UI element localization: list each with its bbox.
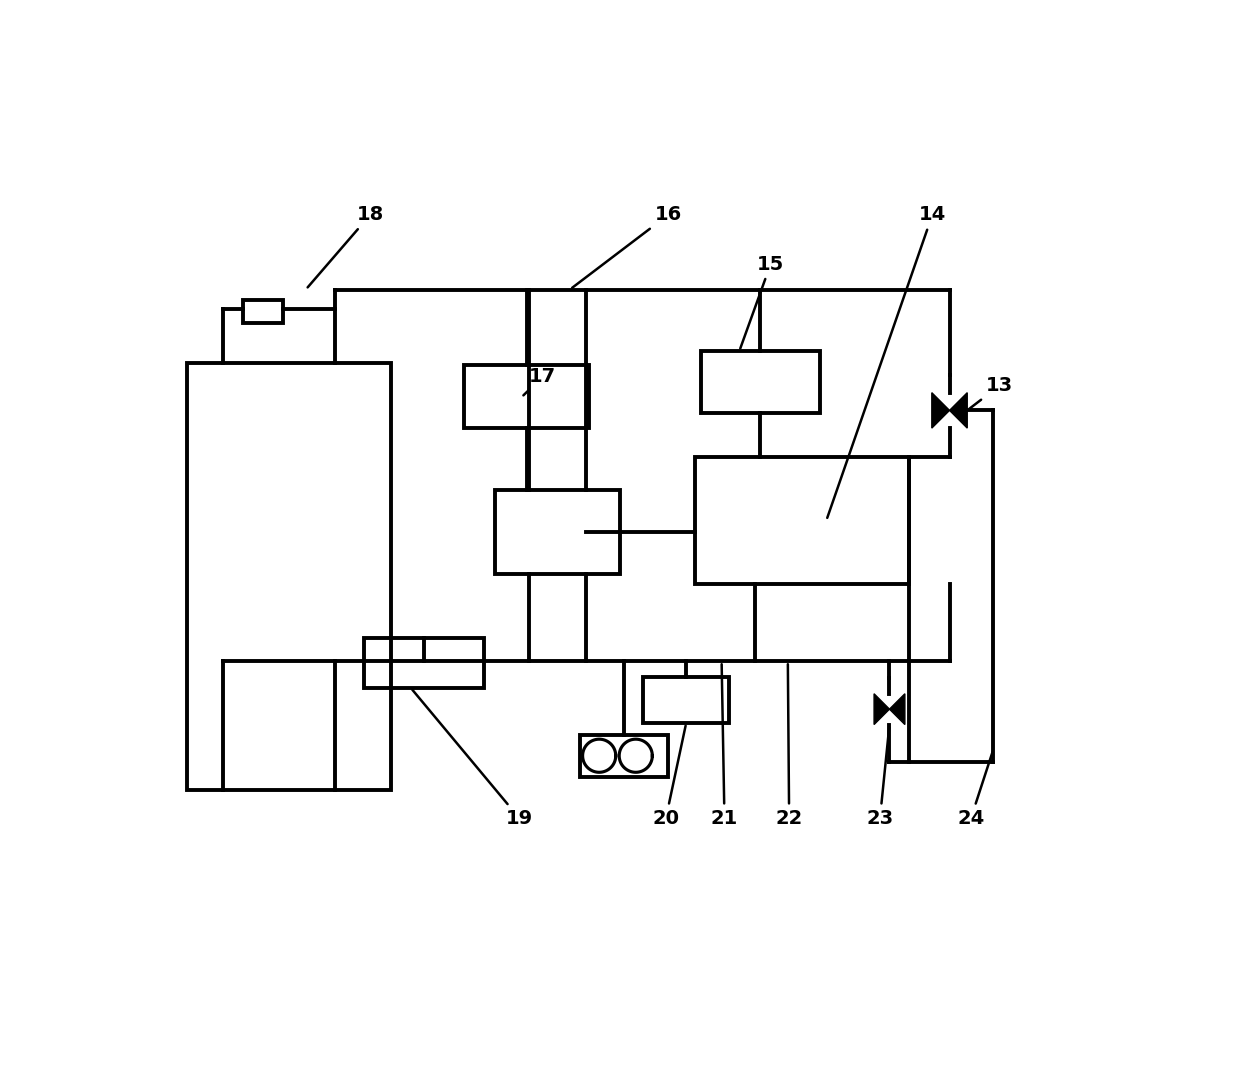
- Bar: [580, 735, 669, 776]
- Bar: [695, 457, 909, 585]
- Text: 24: 24: [958, 752, 992, 828]
- Bar: [701, 351, 820, 413]
- Bar: [187, 363, 392, 790]
- Bar: [465, 365, 590, 428]
- Text: 20: 20: [652, 725, 685, 828]
- Bar: [496, 490, 620, 574]
- Text: 19: 19: [413, 690, 533, 828]
- Bar: [364, 638, 483, 688]
- Text: 14: 14: [828, 206, 947, 518]
- Text: 13: 13: [969, 376, 1012, 409]
- Text: 22: 22: [776, 665, 803, 828]
- Polygon shape: [949, 393, 968, 428]
- Text: 16: 16: [572, 206, 681, 288]
- Bar: [643, 677, 730, 723]
- Text: 18: 18: [307, 206, 384, 288]
- Text: 17: 17: [523, 367, 556, 395]
- Polygon shape: [873, 693, 890, 724]
- Text: 15: 15: [740, 255, 784, 348]
- Text: 23: 23: [866, 727, 893, 828]
- Text: 21: 21: [711, 665, 738, 828]
- Polygon shape: [890, 693, 904, 724]
- Polygon shape: [932, 393, 949, 428]
- Bar: [243, 299, 282, 323]
